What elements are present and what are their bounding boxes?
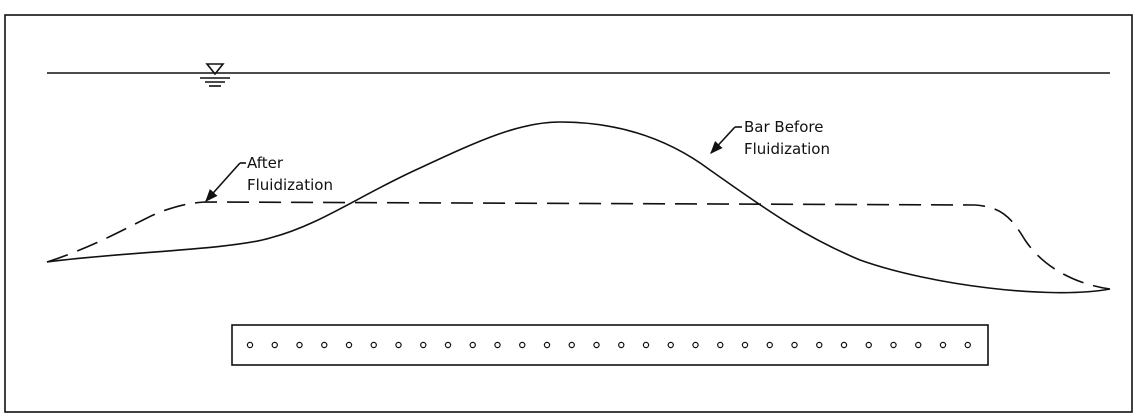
hole <box>593 341 600 349</box>
pipe-holes <box>246 341 971 349</box>
label: Fluidization <box>744 140 830 158</box>
leader-arrow <box>205 162 241 202</box>
hole <box>321 341 328 349</box>
hole <box>791 341 798 349</box>
hole <box>568 341 575 349</box>
hole <box>692 341 699 349</box>
hole <box>395 341 402 349</box>
hole <box>766 341 773 349</box>
pipe <box>231 324 989 366</box>
hole <box>469 341 476 349</box>
bar-before-profile <box>46 121 1111 294</box>
hole <box>271 341 278 349</box>
hole <box>964 341 971 349</box>
label: After <box>247 154 284 172</box>
hole <box>741 341 749 349</box>
leader-arrow <box>710 126 736 154</box>
water-symbol <box>200 63 230 87</box>
hole <box>667 341 674 349</box>
hole <box>865 341 872 349</box>
hole <box>717 341 724 349</box>
hole <box>370 341 377 349</box>
hole <box>420 341 427 349</box>
frame <box>4 14 1133 413</box>
hole <box>642 341 650 349</box>
label: Bar Before <box>744 118 823 136</box>
hole <box>246 341 254 349</box>
hole <box>890 341 897 349</box>
hole <box>296 341 303 349</box>
hole <box>345 341 353 349</box>
hole <box>519 341 526 349</box>
hole <box>939 341 947 349</box>
hole <box>840 341 848 349</box>
hole <box>543 341 551 349</box>
hole <box>444 341 452 349</box>
hole <box>816 341 823 349</box>
hole <box>494 341 501 349</box>
label: Fluidization <box>247 176 333 194</box>
hole <box>915 341 922 349</box>
after-profile <box>46 201 1111 290</box>
hole <box>618 341 625 349</box>
